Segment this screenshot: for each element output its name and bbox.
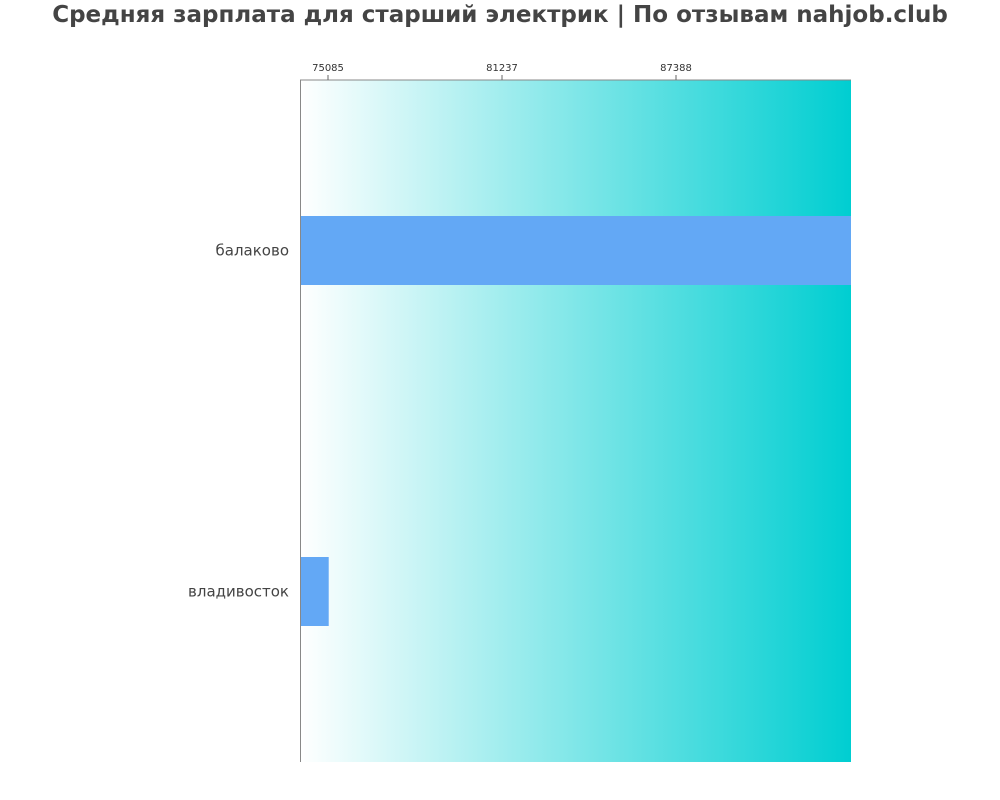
category-label: владивосток — [188, 583, 289, 601]
category-label: балаково — [216, 242, 289, 260]
x-tick-label: 75085 — [312, 63, 344, 74]
x-tick-label: 87388 — [660, 63, 692, 74]
chart-title: Средняя зарплата для старший электрик | … — [52, 2, 948, 28]
bar-1 — [300, 557, 329, 626]
plot-background — [300, 80, 851, 762]
x-tick-label: 81237 — [486, 63, 518, 74]
bar-0 — [300, 216, 851, 285]
